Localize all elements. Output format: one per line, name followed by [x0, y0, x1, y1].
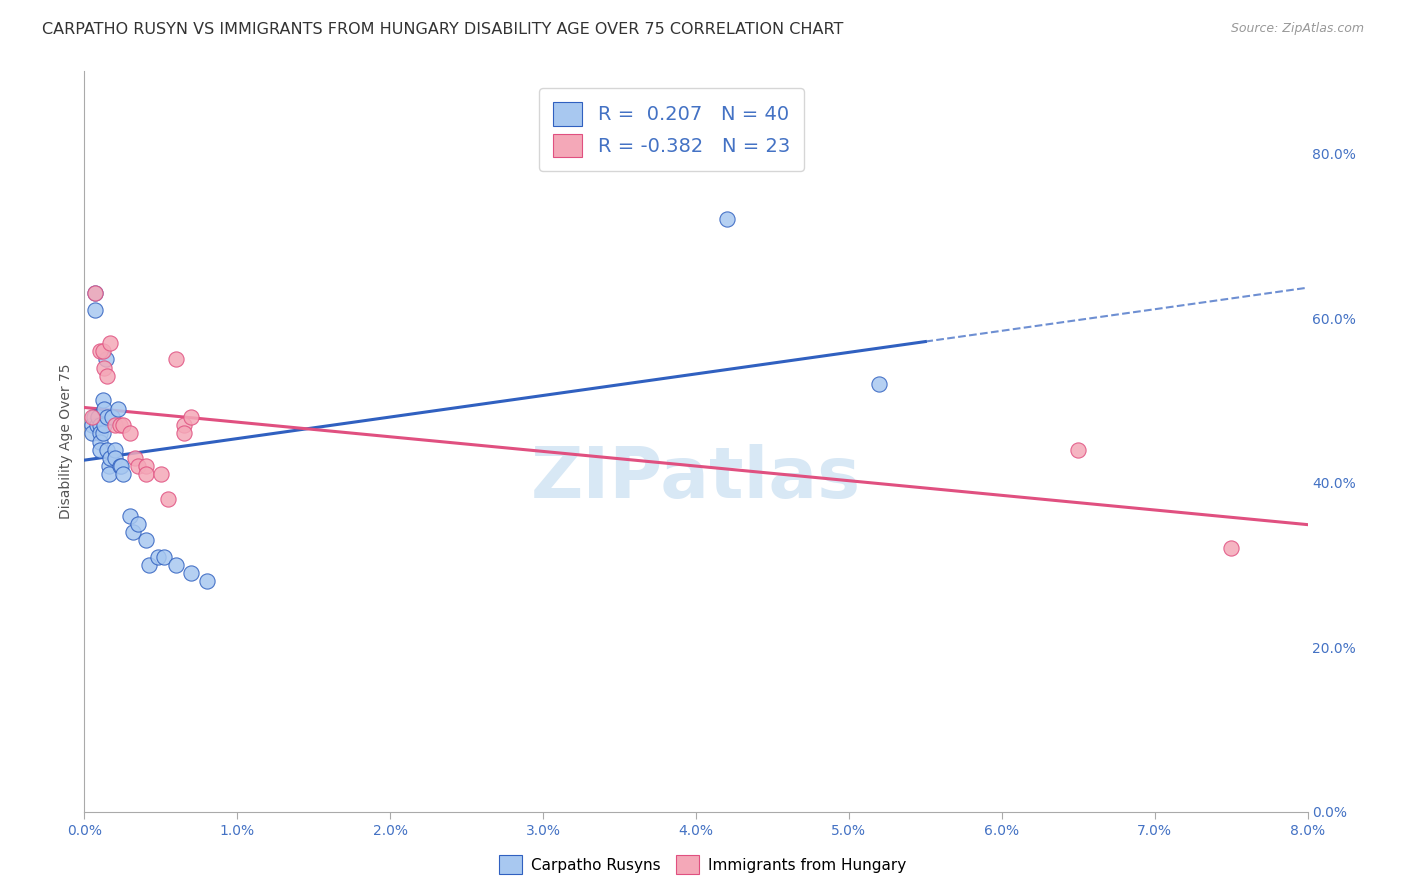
- Point: [135, 459, 157, 474]
- Point: [98, 335, 121, 350]
- Point: [1067, 442, 1090, 457]
- Point: [124, 450, 146, 465]
- Point: [138, 558, 160, 572]
- Point: [87, 409, 110, 424]
- Point: [96, 442, 118, 457]
- Point: [84, 286, 107, 301]
- Text: Source: ZipAtlas.com: Source: ZipAtlas.com: [1230, 22, 1364, 36]
- Point: [89, 442, 111, 457]
- Point: [93, 360, 115, 375]
- Y-axis label: Disability Age Over 75: Disability Age Over 75: [59, 364, 73, 519]
- Point: [91, 344, 114, 359]
- Point: [83, 409, 105, 424]
- Point: [120, 426, 142, 441]
- Point: [180, 409, 202, 424]
- Point: [108, 418, 131, 433]
- Point: [104, 450, 127, 465]
- Point: [122, 524, 145, 539]
- Point: [80, 426, 103, 441]
- Point: [157, 492, 180, 507]
- Point: [127, 516, 149, 531]
- Point: [104, 442, 127, 457]
- Point: [135, 467, 157, 482]
- Point: [153, 549, 176, 564]
- Point: [869, 376, 891, 391]
- Legend: Carpatho Rusyns, Immigrants from Hungary: Carpatho Rusyns, Immigrants from Hungary: [494, 849, 912, 880]
- Point: [195, 574, 218, 589]
- Point: [80, 418, 103, 433]
- Point: [108, 459, 131, 474]
- Point: [96, 409, 118, 424]
- Text: ZIPatlas: ZIPatlas: [531, 444, 860, 513]
- Point: [84, 302, 107, 317]
- Point: [149, 467, 172, 482]
- Text: CARPATHO RUSYN VS IMMIGRANTS FROM HUNGARY DISABILITY AGE OVER 75 CORRELATION CHA: CARPATHO RUSYN VS IMMIGRANTS FROM HUNGAR…: [42, 22, 844, 37]
- Point: [101, 409, 124, 424]
- Point: [146, 549, 169, 564]
- Point: [97, 467, 120, 482]
- Point: [110, 459, 132, 474]
- Point: [173, 426, 195, 441]
- Point: [91, 426, 114, 441]
- Point: [111, 418, 134, 433]
- Point: [80, 409, 103, 424]
- Point: [84, 286, 107, 301]
- Point: [98, 450, 121, 465]
- Point: [93, 418, 115, 433]
- Point: [107, 401, 129, 416]
- Point: [165, 352, 187, 367]
- Legend: R =  0.207   N = 40, R = -0.382   N = 23: R = 0.207 N = 40, R = -0.382 N = 23: [540, 88, 804, 171]
- Point: [93, 401, 115, 416]
- Point: [120, 508, 142, 523]
- Point: [89, 426, 111, 441]
- Point: [180, 566, 202, 581]
- Point: [135, 533, 157, 548]
- Point: [1220, 541, 1243, 556]
- Point: [173, 418, 195, 433]
- Point: [86, 418, 108, 433]
- Point: [104, 418, 127, 433]
- Point: [96, 368, 118, 383]
- Point: [111, 467, 134, 482]
- Point: [165, 558, 187, 572]
- Point: [94, 352, 117, 367]
- Point: [89, 418, 111, 433]
- Point: [97, 459, 120, 474]
- Point: [716, 212, 738, 227]
- Point: [89, 434, 111, 449]
- Point: [127, 459, 149, 474]
- Point: [91, 393, 114, 408]
- Point: [89, 344, 111, 359]
